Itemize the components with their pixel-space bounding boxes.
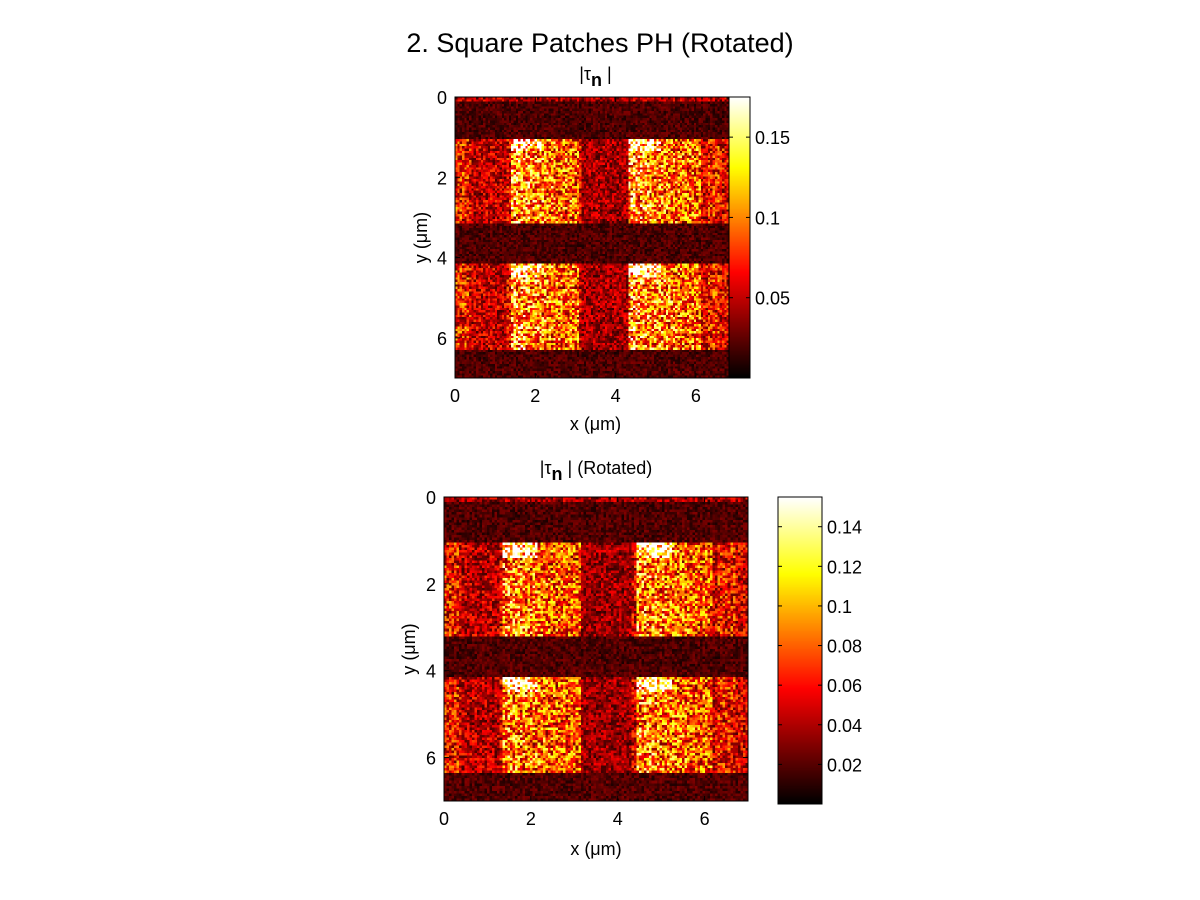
colorbar-tick-label: 0.14 (827, 518, 862, 538)
x-tick-label: 6 (691, 386, 701, 406)
colorbar-tick-label: 0.15 (755, 128, 790, 148)
colorbar-tick-label: 0.12 (827, 557, 862, 577)
heatmap-panel-1: |τn | 0 2 4 6 0 2 4 6 x (μm) y (μm) 0.05 0.1 0.15 (411, 64, 790, 434)
colorbar-frame (777, 496, 823, 805)
panel-title-sub: n (552, 464, 563, 484)
y-axis-label: y (μm) (411, 212, 431, 263)
y-tick-label: 4 (437, 249, 447, 269)
x-axis-label: x (μm) (570, 414, 621, 434)
colorbar-tick-label: 0.04 (827, 716, 862, 736)
x-axis-label: x (μm) (570, 839, 621, 859)
y-tick-label: 6 (426, 749, 436, 769)
panel-title-after: | (Rotated) (563, 458, 653, 478)
panel-title-main: |τ (540, 458, 552, 478)
colorbar-tick-label: 0.02 (827, 755, 862, 775)
heatmap-panel-2: |τn | (Rotated) 0 2 4 6 0 2 4 6 x (μm) y (μm) 0.02 0… (399, 458, 862, 859)
y-axis-label: y (μm) (399, 623, 419, 674)
x-tick-label: 2 (526, 809, 536, 829)
colorbar-tick-label: 0.1 (755, 208, 780, 228)
y-tick-label: 0 (426, 488, 436, 508)
panel-title: |τn | (Rotated) (540, 458, 653, 484)
y-tick-label: 0 (437, 88, 447, 108)
panel-title-sub: n (591, 70, 602, 90)
x-tick-label: 2 (530, 386, 540, 406)
figure-title: 2. Square Patches PH (Rotated) (406, 28, 794, 58)
colorbar-frame (728, 96, 751, 379)
x-tick-label: 0 (450, 386, 460, 406)
y-tick-label: 2 (426, 575, 436, 595)
colorbar-tick-label: 0.08 (827, 637, 862, 657)
x-tick-label: 6 (700, 809, 710, 829)
colorbar-tick-label: 0.1 (827, 597, 852, 617)
heatmap-image (444, 497, 748, 801)
colorbar-tick-label: 0.05 (755, 289, 790, 309)
y-tick-label: 2 (437, 168, 447, 188)
colorbar-gradient (778, 497, 822, 804)
colorbar-tick-label: 0.06 (827, 676, 862, 696)
panel-title: |τn | (579, 64, 611, 90)
plot-frame (443, 496, 749, 802)
heatmap-image (455, 97, 736, 378)
x-tick-label: 4 (611, 386, 621, 406)
x-tick-label: 4 (613, 809, 623, 829)
colorbar-gradient (729, 97, 750, 378)
x-tick-label: 0 (439, 809, 449, 829)
y-tick-label: 4 (426, 662, 436, 682)
panel-title-after: | (602, 64, 612, 84)
panel-title-main: |τ (579, 64, 591, 84)
y-tick-label: 6 (437, 329, 447, 349)
